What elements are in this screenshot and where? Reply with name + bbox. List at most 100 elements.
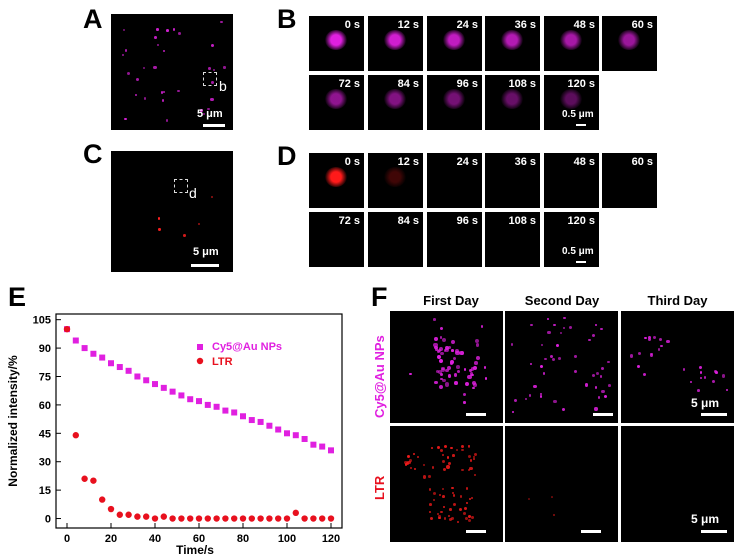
chart-point-ltr: [72, 432, 80, 439]
f00-particle: [436, 369, 440, 373]
panelA-particle: [121, 53, 125, 57]
f02-particle: [699, 376, 703, 380]
panel_b-time-label-3: 24 s: [456, 19, 478, 31]
f02-particle: [647, 338, 651, 342]
f10-particle: [438, 514, 441, 518]
f10-particle: [451, 454, 455, 457]
f00-particle: [453, 373, 458, 377]
panel-c-micrograph: d 5 μm: [111, 151, 233, 272]
f10-particle: [441, 487, 445, 490]
chart-point-cy5: [284, 430, 290, 437]
chart-point-cy5: [257, 418, 264, 425]
panel-c-scalebar: [191, 264, 219, 267]
f10-particle: [455, 448, 459, 452]
panel-c-scalebar-label: 5 μm: [193, 246, 219, 258]
f10-particle: [461, 448, 464, 452]
f00-particle: [462, 393, 466, 397]
panel_b-spot-11: [560, 89, 582, 109]
f02-particle: [660, 344, 663, 347]
panel_d-frame-10: 108 s: [485, 212, 540, 267]
f10-particle: [436, 445, 440, 450]
f10-particle: [444, 517, 447, 520]
f00-particle: [463, 368, 467, 371]
f10-particle: [438, 516, 442, 520]
panel_d-frame-1: 0 s: [309, 153, 364, 208]
panel_d-frame-2: 12 s: [368, 153, 423, 208]
panelA-particle: [153, 65, 157, 69]
f00-particle: [449, 360, 454, 365]
panel_d-frame-9: 96 s: [427, 212, 482, 267]
f00-particle: [467, 374, 472, 380]
f02-particle: [698, 365, 703, 370]
chart-point-cy5: [143, 377, 150, 384]
f00-particle: [442, 378, 447, 383]
f01-particle: [603, 394, 607, 398]
panel_b-time-label-7: 72 s: [338, 78, 360, 90]
f10-particle: [460, 445, 464, 449]
panelA-particle: [160, 91, 164, 94]
panel_b-frame-1: 0 s: [309, 16, 364, 71]
f01-particle: [592, 333, 596, 337]
f02-particle: [649, 353, 653, 358]
f10-particle: [460, 468, 464, 472]
f01-particle: [553, 400, 557, 404]
f00-particle: [472, 366, 477, 371]
f10-particle: [469, 459, 473, 463]
f01-particle: [512, 410, 515, 414]
f01-particle: [560, 331, 563, 334]
chart-point-cy5: [196, 398, 202, 405]
panelA-particle: [178, 32, 182, 35]
f10-particle: [472, 455, 476, 458]
chart-point-ltr: [169, 515, 176, 522]
panelA-particle: [156, 28, 159, 31]
f10-particle: [463, 512, 467, 515]
panel_d-frame-11: 120 s 0.5 μm: [544, 212, 599, 267]
f00-particle: [441, 338, 446, 343]
chart-point-ltr: [266, 515, 273, 522]
panel-a-scalebar-label: 5 μm: [197, 108, 223, 120]
panel_b-frame-8: 84 s: [368, 75, 423, 130]
chart-x-tick-label: 20: [105, 533, 117, 545]
f02-particle: [666, 339, 670, 343]
f10-particle: [449, 508, 452, 511]
panel_b-frame-4: 36 s: [485, 16, 540, 71]
chart-point-ltr: [310, 515, 317, 522]
f00-particle: [436, 354, 442, 360]
panelA-particle: [207, 107, 210, 111]
f02-particle: [638, 352, 642, 356]
panelA-particle: [166, 119, 169, 122]
f01-particle: [595, 324, 598, 327]
chart-point-cy5: [81, 345, 88, 352]
panel_d-time-label-8: 84 s: [397, 215, 419, 227]
chart-y-tick-label: 45: [39, 428, 51, 440]
f10-particle: [473, 473, 476, 476]
f02-particle: [657, 348, 661, 351]
panelA-particle: [142, 66, 145, 70]
chart-point-ltr: [63, 325, 71, 333]
panel_b-time-label-1: 0 s: [344, 19, 360, 31]
panelA-particle: [223, 66, 226, 69]
f10-particle: [427, 475, 431, 478]
f10-particle: [440, 510, 443, 514]
panel-letter-f: F: [371, 282, 388, 312]
panel-letter-d: D: [277, 141, 297, 171]
chart-point-cy5: [116, 364, 123, 371]
panelA-particle: [165, 29, 169, 33]
panelA-particle: [124, 49, 128, 52]
f10-particle: [446, 456, 450, 459]
f01-particle: [573, 370, 577, 373]
panelA-particle: [172, 28, 176, 31]
panel_b-time-label-11: 120 s: [567, 78, 595, 90]
panel_d-time-label-9: 96 s: [456, 215, 478, 227]
f10-particle: [459, 495, 462, 498]
chart-point-cy5: [72, 337, 79, 344]
panel_d-time-label-1: 0 s: [344, 156, 360, 168]
f10-particle: [430, 517, 434, 521]
panelA-particle: [207, 66, 211, 70]
f01-particle: [524, 398, 527, 401]
f11-particle: [551, 495, 553, 498]
legend-label-cy5: Cy5@Au NPs: [212, 341, 282, 353]
f01-particle: [597, 396, 601, 399]
f10-particle: [433, 492, 437, 496]
f00-particle: [439, 336, 443, 340]
